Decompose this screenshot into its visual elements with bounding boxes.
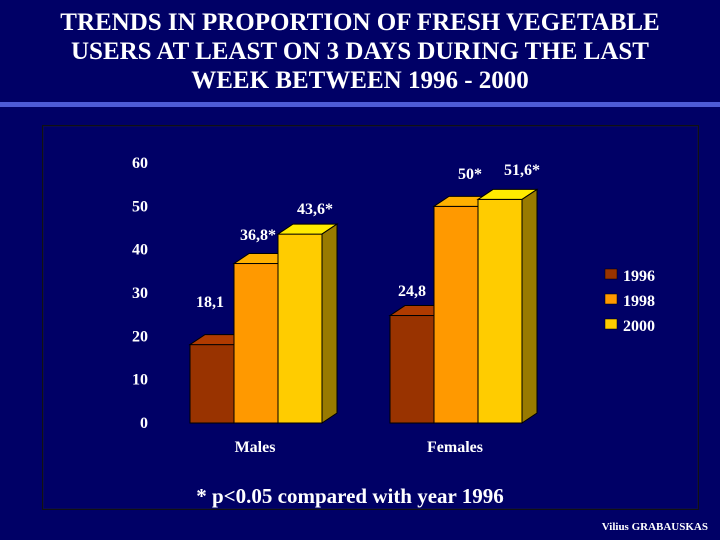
y-tick-label: 40 bbox=[132, 242, 148, 259]
y-tick-label: 50 bbox=[132, 198, 148, 215]
bar-side-2000-males bbox=[321, 223, 338, 424]
legend-label-2000: 2000 bbox=[623, 318, 655, 335]
title-line-3: WEEK BETWEEN 1996 - 2000 bbox=[191, 67, 529, 94]
y-tick-label: 20 bbox=[132, 328, 148, 345]
title-line-2: USERS AT LEAST ON 3 DAYS DURING THE LAST bbox=[71, 38, 649, 65]
title-divider bbox=[0, 102, 720, 107]
bar-2000-females bbox=[477, 198, 523, 424]
legend-swatch-1998 bbox=[604, 293, 618, 305]
y-tick-label: 60 bbox=[132, 155, 148, 172]
bar-side-2000-females bbox=[521, 188, 538, 424]
legend-swatch-1996 bbox=[604, 268, 618, 280]
bar-1996-females bbox=[389, 315, 435, 424]
slide-title: TRENDS IN PROPORTION OF FRESH VEGETABLE … bbox=[0, 8, 720, 95]
bar-2000-males bbox=[277, 233, 323, 424]
author-credit: Vilius GRABAUSKAS bbox=[601, 521, 708, 533]
data-label-1996-males: 18,1 bbox=[196, 294, 224, 311]
y-tick-label: 0 bbox=[140, 415, 148, 432]
legend-label-1998: 1998 bbox=[623, 293, 655, 310]
data-label-1998-males: 36,8* bbox=[240, 227, 276, 244]
data-label-2000-males: 43,6* bbox=[297, 201, 333, 218]
legend-swatch-2000 bbox=[604, 318, 618, 330]
legend-label-1996: 1996 bbox=[623, 268, 655, 285]
bar-1996-males bbox=[189, 344, 235, 424]
significance-note: * p<0.05 compared with year 1996 bbox=[196, 484, 504, 508]
data-label-1998-females: 50* bbox=[458, 166, 482, 183]
y-tick-label: 10 bbox=[132, 372, 148, 389]
data-label-2000-females: 51,6* bbox=[504, 162, 540, 179]
chart-frame bbox=[42, 125, 699, 510]
bar-1998-females bbox=[433, 205, 479, 424]
data-label-1996-females: 24,8 bbox=[398, 283, 426, 300]
title-line-1: TRENDS IN PROPORTION OF FRESH VEGETABLE bbox=[60, 9, 660, 36]
x-category-label: Males bbox=[235, 439, 276, 456]
bar-1998-males bbox=[233, 263, 279, 424]
x-category-label: Females bbox=[427, 439, 483, 456]
y-tick-label: 30 bbox=[132, 285, 148, 302]
